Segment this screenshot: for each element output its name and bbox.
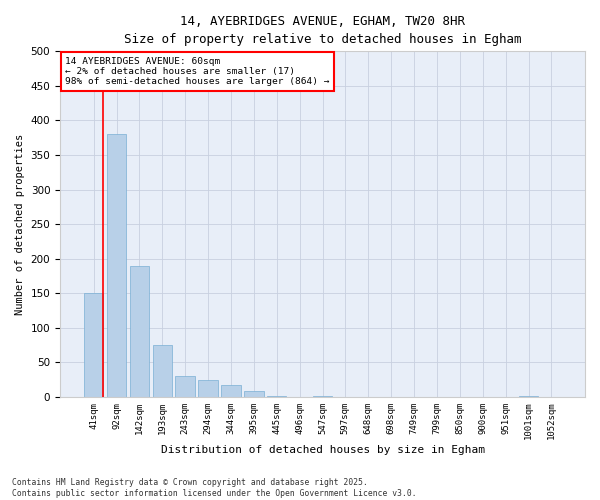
Bar	[130, 266, 149, 397]
Bar	[107, 134, 126, 397]
X-axis label: Distribution of detached houses by size in Egham: Distribution of detached houses by size …	[161, 445, 485, 455]
Text: 14 AYEBRIDGES AVENUE: 60sqm
← 2% of detached houses are smaller (17)
98% of semi: 14 AYEBRIDGES AVENUE: 60sqm ← 2% of deta…	[65, 56, 330, 86]
Bar	[221, 384, 241, 397]
Bar	[152, 345, 172, 397]
Bar	[175, 376, 195, 397]
Bar	[199, 380, 218, 397]
Bar	[519, 396, 538, 397]
Bar	[313, 396, 332, 397]
Bar	[244, 392, 263, 397]
Bar	[84, 294, 103, 397]
Title: 14, AYEBRIDGES AVENUE, EGHAM, TW20 8HR
Size of property relative to detached hou: 14, AYEBRIDGES AVENUE, EGHAM, TW20 8HR S…	[124, 15, 521, 46]
Text: Contains HM Land Registry data © Crown copyright and database right 2025.
Contai: Contains HM Land Registry data © Crown c…	[12, 478, 416, 498]
Bar	[267, 396, 286, 397]
Y-axis label: Number of detached properties: Number of detached properties	[15, 134, 25, 315]
